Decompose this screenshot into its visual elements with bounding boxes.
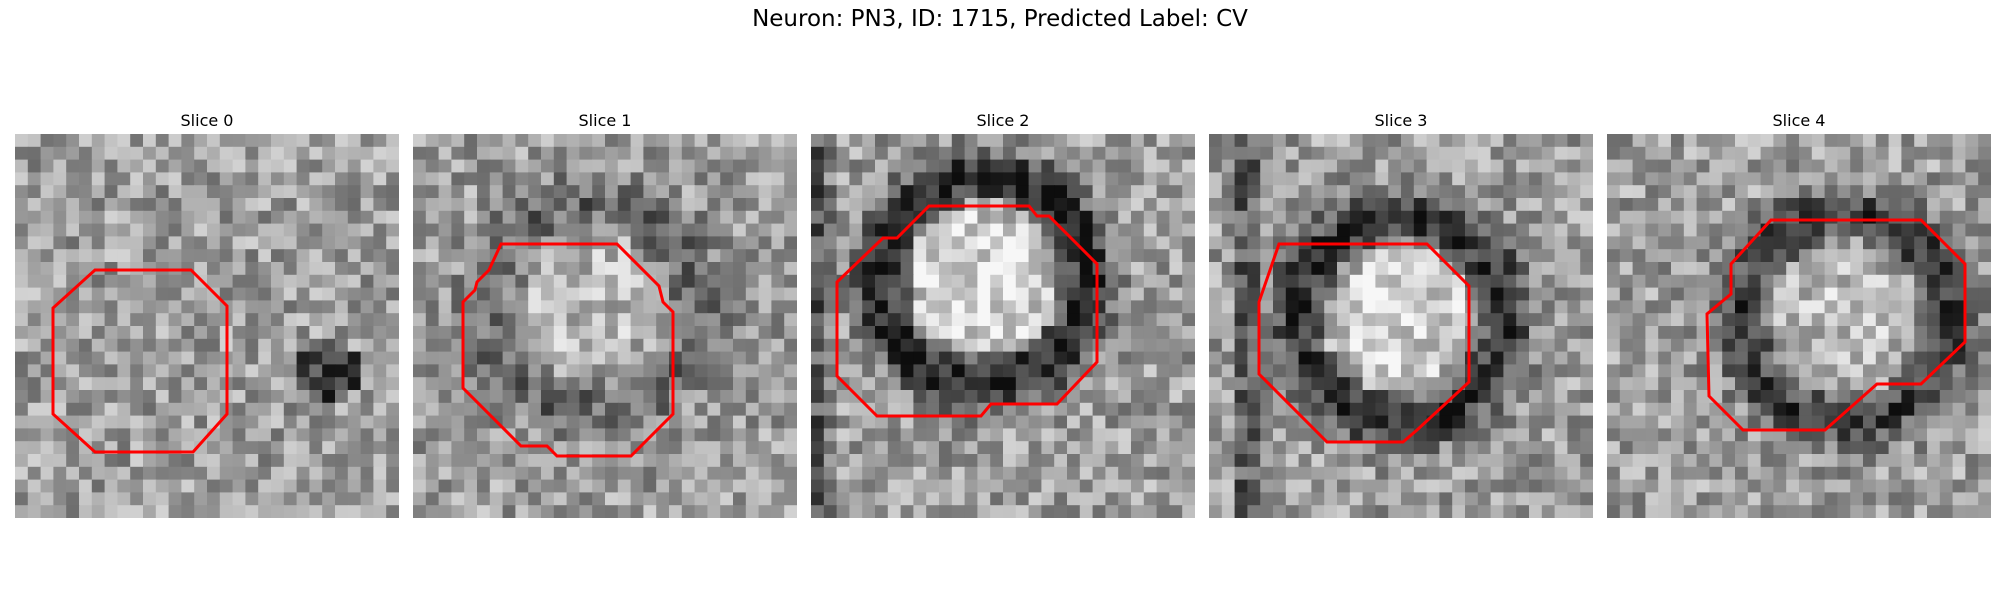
- slice-image-0: [15, 134, 399, 518]
- grayscale-tile-0: [15, 134, 399, 518]
- grayscale-tile-3: [1209, 134, 1593, 518]
- segmentation-contour-1: [461, 242, 675, 458]
- slice-title-4: Slice 4: [1772, 111, 1826, 130]
- slice-title-3: Slice 3: [1374, 111, 1428, 130]
- grayscale-tile-4: [1607, 134, 1991, 518]
- segmentation-contour-3: [1257, 242, 1471, 444]
- grayscale-tile-2: [811, 134, 1195, 518]
- slice-panel-4: Slice 4: [1607, 108, 1991, 518]
- slice-image-4: [1607, 134, 1991, 518]
- slice-panel-2: Slice 2: [811, 108, 1195, 518]
- slice-image-2: [811, 134, 1195, 518]
- slice-title-0: Slice 0: [180, 111, 234, 130]
- slice-title-2: Slice 2: [976, 111, 1030, 130]
- slice-title-1: Slice 1: [578, 111, 632, 130]
- segmentation-contour-2: [835, 204, 1099, 418]
- segmentation-contour-0: [51, 268, 229, 454]
- slice-image-3: [1209, 134, 1593, 518]
- slice-panel-3: Slice 3: [1209, 108, 1593, 518]
- segmentation-contour-4: [1705, 218, 1967, 432]
- slice-panel-0: Slice 0: [15, 108, 399, 518]
- grayscale-tile-1: [413, 134, 797, 518]
- slice-panel-1: Slice 1: [413, 108, 797, 518]
- slice-image-1: [413, 134, 797, 518]
- figure-title: Neuron: PN3, ID: 1715, Predicted Label: …: [752, 6, 1248, 32]
